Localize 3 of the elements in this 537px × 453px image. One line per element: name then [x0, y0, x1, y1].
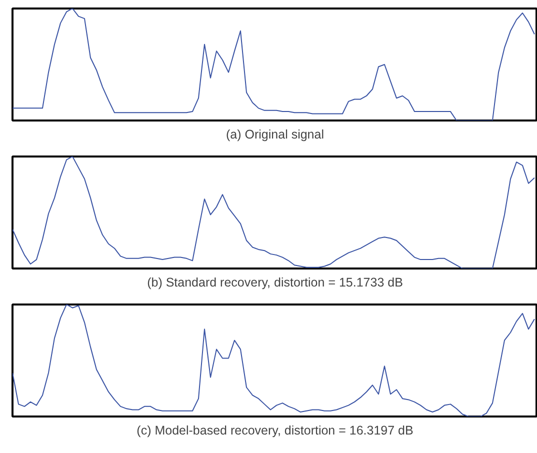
text: (a) Original signal: [226, 128, 324, 142]
text: (c) Model-based recovery, distortion = 16.3197 dB: [136, 424, 414, 438]
text: (b) Standard recovery, distortion = 15.1733 dB: [147, 276, 403, 290]
